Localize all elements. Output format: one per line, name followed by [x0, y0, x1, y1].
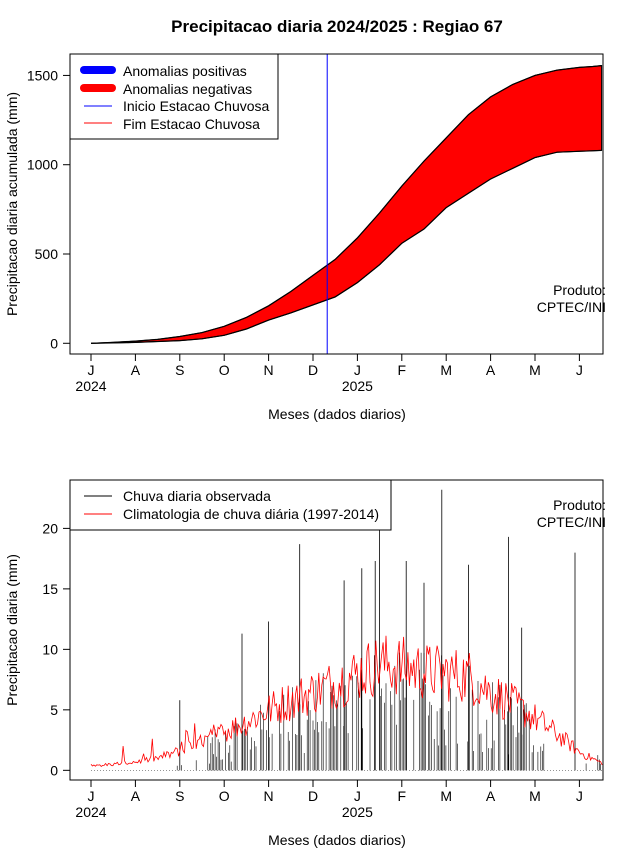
chart1-xtick-label: S: [175, 362, 184, 378]
chart2-annotation-line1: Produto:: [553, 497, 606, 513]
chart1-observed-line: [90, 149, 602, 344]
chart1-ytick-label: 0: [50, 335, 58, 351]
chart2-observed-bars: [176, 489, 602, 771]
legend-label-positive: Anomalias positivas: [123, 63, 247, 79]
chart2-annotation-line2: CPTEC/INI: [537, 514, 606, 530]
chart2-xtick-label: J: [354, 788, 361, 804]
chart2-plot: [90, 489, 603, 771]
chart1-xtick-label: J: [576, 362, 583, 378]
legend-label-climatology: Climatologia de chuva diária (1997-2014): [123, 506, 379, 522]
chart1-xtick-label: O: [219, 362, 230, 378]
chart1-xtick-label: D: [308, 362, 318, 378]
chart2-xlabel: Meses (dados diarios): [268, 832, 406, 848]
chart2-legend: Chuva diaria observada Climatologia de c…: [69, 479, 392, 531]
chart1-ylabel: Precipitacao diaria acumulada (mm): [4, 92, 20, 316]
chart2-ylabel: Precipitacao diaria (mm): [4, 554, 20, 706]
chart2-xtick-label: S: [175, 788, 184, 804]
chart1-xtick-label: J: [354, 362, 361, 378]
chart1-ytick-label: 1500: [27, 67, 58, 83]
chart2-ytick-label: 0: [50, 762, 58, 778]
chart2-xtick-label: A: [486, 788, 496, 804]
legend-label-start: Inicio Estacao Chuvosa: [123, 98, 270, 114]
chart1-ytick-label: 500: [35, 246, 59, 262]
chart2-ytick-label: 20: [42, 520, 58, 536]
chart1-xtick-label: J: [88, 362, 95, 378]
chart1-xtick-label: N: [264, 362, 274, 378]
chart1-ytick-label: 1000: [27, 157, 58, 173]
chart1-year-label: 2025: [342, 378, 373, 394]
chart1-annotation-line2: CPTEC/INI: [537, 299, 606, 315]
chart2-climatology-line: [90, 635, 603, 768]
chart1-xtick-label: A: [131, 362, 141, 378]
chart2-xtick-label: J: [88, 788, 95, 804]
chart2-xtick-label: M: [529, 788, 541, 804]
legend-label-observed: Chuva diaria observada: [123, 488, 271, 504]
chart1-xtick-label: M: [440, 362, 452, 378]
chart2-xtick-label: O: [219, 788, 230, 804]
chart1-legend: Anomalias positivas Anomalias negativas …: [69, 53, 279, 140]
chart2-xtick-label: A: [131, 788, 141, 804]
chart1-annotation-line1: Produto:: [553, 282, 606, 298]
chart2-xtick-label: M: [440, 788, 452, 804]
chart1-xlabel: Meses (dados diarios): [268, 406, 406, 422]
chart2-ytick-label: 15: [42, 581, 58, 597]
chart1-title: Precipitacao diaria 2024/2025 : Regiao 6…: [171, 17, 503, 36]
chart1-year-label: 2024: [75, 378, 106, 394]
chart1-plot: [90, 54, 603, 354]
chart2-xtick-label: J: [576, 788, 583, 804]
chart2-ytick-label: 5: [50, 702, 58, 718]
chart2-year-label: 2024: [75, 804, 106, 820]
chart2-xtick-label: N: [264, 788, 274, 804]
chart1-xtick-label: M: [529, 362, 541, 378]
chart2-xtick-label: F: [398, 788, 407, 804]
legend-label-end: Fim Estacao Chuvosa: [123, 116, 260, 132]
chart1-climatology-line: [90, 65, 602, 344]
chart2-xtick-label: D: [308, 788, 318, 804]
chart2-year-label: 2025: [342, 804, 373, 820]
legend-label-negative: Anomalias negativas: [123, 81, 252, 97]
chart1-xtick-label: A: [486, 362, 496, 378]
chart2-ytick-label: 10: [42, 641, 58, 657]
chart1-xtick-label: F: [398, 362, 407, 378]
